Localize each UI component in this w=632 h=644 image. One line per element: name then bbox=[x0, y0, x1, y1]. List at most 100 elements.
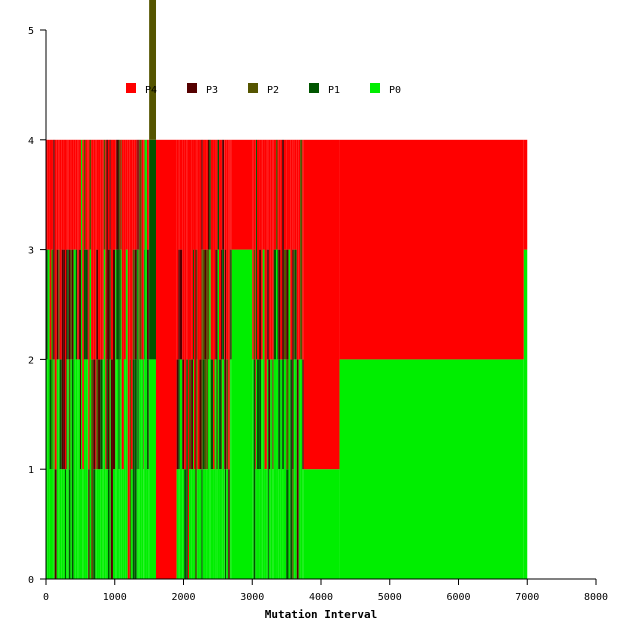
area-segment-p3 bbox=[79, 249, 81, 470]
area-segment-p2 bbox=[143, 359, 144, 470]
area-segment-p4 bbox=[219, 139, 222, 360]
area-segment-p0 bbox=[204, 469, 207, 579]
area-segment-p0 bbox=[115, 249, 117, 579]
area-segment-p0 bbox=[231, 249, 239, 579]
area-segment-p2 bbox=[96, 359, 99, 470]
x-tick-label: 4000 bbox=[309, 592, 333, 603]
area-segment-p4 bbox=[298, 139, 301, 360]
area-segment-p3 bbox=[286, 249, 289, 360]
area-segment-p4 bbox=[107, 139, 110, 250]
area-segment-p0 bbox=[116, 359, 119, 579]
area-segment-p4 bbox=[256, 139, 260, 360]
area-segment-p0 bbox=[523, 249, 528, 579]
area-segment-p4 bbox=[87, 139, 89, 250]
area-segment-p4 bbox=[112, 139, 116, 250]
area-segment-p1 bbox=[138, 359, 140, 470]
area-segment-p4 bbox=[290, 139, 293, 360]
area-segment-p4 bbox=[96, 139, 99, 250]
area-segment-p4 bbox=[64, 139, 67, 470]
area-segment-p4 bbox=[255, 139, 257, 470]
area-segment-p0 bbox=[136, 469, 138, 579]
area-segment-p3 bbox=[146, 249, 149, 360]
area-segment-p4 bbox=[283, 139, 287, 250]
area-segment-p4 bbox=[67, 139, 69, 250]
area-segment-p3 bbox=[201, 139, 203, 250]
area-segment-p0 bbox=[77, 359, 79, 579]
area-segment-p3 bbox=[224, 249, 227, 470]
area-segment-p0 bbox=[123, 359, 126, 579]
area-segment-p0 bbox=[256, 469, 260, 579]
area-segment-p4 bbox=[210, 139, 214, 360]
area-segment-p1 bbox=[184, 469, 187, 579]
area-segment-p1 bbox=[286, 469, 289, 579]
area-segment-p3 bbox=[138, 139, 140, 250]
area-segment-p2 bbox=[189, 359, 192, 470]
area-segment-p2 bbox=[226, 359, 229, 470]
area-segment-p3 bbox=[178, 249, 180, 360]
area-segment-p0 bbox=[283, 359, 287, 579]
area-segment-p4 bbox=[130, 139, 133, 470]
area-segment-p4 bbox=[191, 139, 193, 360]
y-tick-label: 4 bbox=[28, 136, 34, 147]
legend-label-p1: P1 bbox=[328, 85, 340, 96]
area-segment-p0 bbox=[209, 249, 211, 579]
area-segment-p1 bbox=[256, 359, 260, 470]
area-segment-p4 bbox=[125, 139, 128, 250]
area-segment-p3 bbox=[88, 469, 90, 579]
area-segment-p0 bbox=[79, 469, 81, 579]
area-segment-p0 bbox=[215, 359, 217, 579]
area-segment-p0 bbox=[143, 469, 144, 579]
area-segment-p0 bbox=[213, 469, 215, 579]
area-segment-p4 bbox=[47, 139, 50, 250]
area-segment-p4 bbox=[68, 139, 71, 250]
area-segment-p3 bbox=[93, 359, 96, 470]
area-segment-p4 bbox=[49, 139, 52, 360]
area-segment-p0 bbox=[78, 359, 80, 579]
area-segment-p0 bbox=[266, 359, 268, 579]
area-segment-p3 bbox=[98, 359, 101, 470]
area-segment-p3 bbox=[109, 139, 111, 250]
area-segment-p2 bbox=[253, 249, 256, 360]
area-segment-p3 bbox=[182, 359, 185, 470]
y-tick-label: 0 bbox=[28, 575, 34, 586]
area-segment-p0 bbox=[47, 249, 50, 579]
area-segment-p3 bbox=[221, 249, 223, 360]
area-segment-p0 bbox=[255, 469, 257, 579]
area-segment-p3 bbox=[215, 249, 217, 360]
area-segment-p3 bbox=[224, 359, 225, 470]
area-segment-p4 bbox=[70, 139, 72, 250]
plot-area bbox=[46, 0, 528, 580]
area-segment-p3 bbox=[112, 249, 116, 470]
area-segment-p4 bbox=[292, 139, 294, 250]
area-segment-p0 bbox=[120, 249, 122, 579]
area-segment-p4 bbox=[102, 139, 104, 360]
area-segment-p3 bbox=[71, 249, 74, 360]
area-segment-p3 bbox=[216, 249, 218, 470]
area-segment-p3 bbox=[96, 249, 99, 360]
area-segment-p0 bbox=[222, 359, 225, 579]
area-segment-p2 bbox=[283, 249, 287, 360]
area-segment-p0 bbox=[280, 359, 283, 579]
area-segment-p4 bbox=[280, 139, 283, 360]
area-segment-p0 bbox=[264, 469, 267, 579]
area-segment-p4 bbox=[119, 139, 121, 250]
area-segment-p4 bbox=[288, 139, 291, 250]
area-segment-p4 bbox=[213, 139, 215, 470]
area-segment-p3 bbox=[61, 249, 64, 470]
area-segment-p4 bbox=[272, 139, 274, 360]
area-segment-p0 bbox=[210, 469, 214, 579]
area-segment-p1 bbox=[106, 359, 108, 470]
area-segment-p4 bbox=[127, 139, 130, 580]
area-segment-p4 bbox=[176, 139, 179, 360]
area-segment-p1 bbox=[259, 359, 262, 470]
area-segment-p4 bbox=[252, 139, 254, 360]
legend-label-p4: P4 bbox=[145, 85, 157, 96]
area-segment-p0 bbox=[51, 249, 53, 579]
area-segment-p0 bbox=[144, 139, 147, 580]
area-segment-p3 bbox=[110, 359, 113, 579]
area-segment-p0 bbox=[191, 469, 193, 579]
area-segment-p1 bbox=[278, 359, 281, 470]
area-segment-p4 bbox=[178, 139, 180, 250]
area-segment-p4 bbox=[88, 139, 90, 470]
area-segment-p3 bbox=[292, 249, 294, 470]
